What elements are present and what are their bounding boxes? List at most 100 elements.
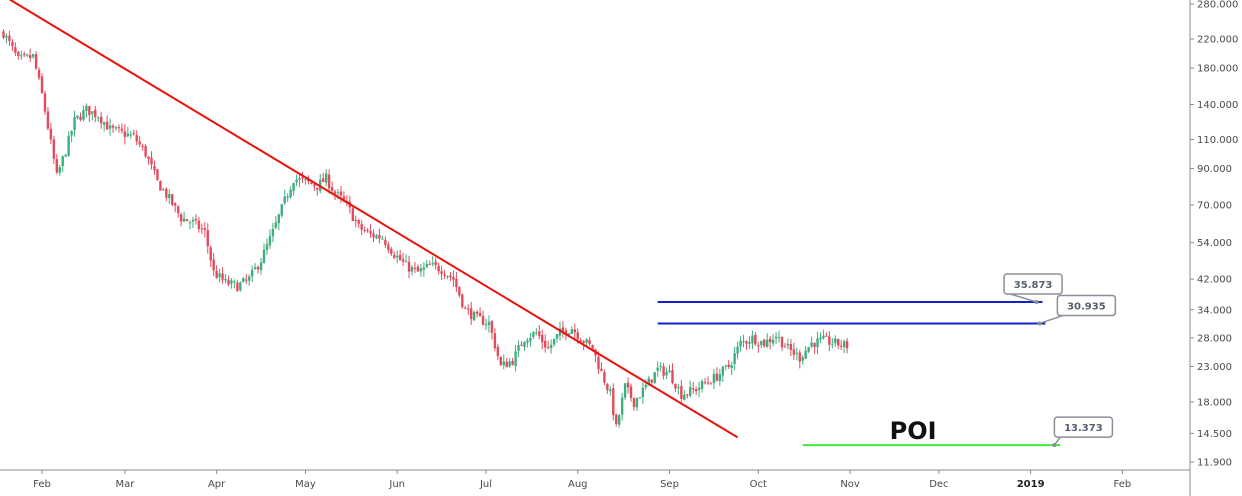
x-tick-label: Aug [568,479,588,490]
candle-body [390,248,393,254]
candle-body [165,188,168,198]
candle-body [615,414,618,425]
candle-body [780,336,784,348]
candle-body [73,117,76,131]
candle-body [523,341,526,347]
candle-body [224,278,227,281]
candle-body [455,278,458,288]
candle-body [176,206,180,214]
candle-body [837,338,840,346]
candle-body [58,167,61,173]
candle-body [505,361,508,368]
level-callout[interactable]: 30.935 [1037,294,1117,326]
candle-body [638,397,642,399]
candle-body [567,333,571,336]
candle-body [410,266,414,272]
candle-body [295,179,298,183]
callout-box [1003,273,1063,295]
candle-body [840,345,843,347]
candle-body [804,350,807,359]
candle-body [544,340,547,348]
candle-body [105,121,109,130]
candle-body [487,321,491,326]
candle-body [647,378,650,386]
candle-body [736,346,739,354]
candle-body [481,315,485,325]
candle-body [422,267,426,270]
candle-body [324,173,328,183]
candle-body [538,331,541,337]
candle-body [668,370,671,373]
candle-body [271,229,275,237]
candle-body [635,398,639,408]
level-callout[interactable]: 35.873 [1003,273,1063,304]
candle-body [310,182,313,184]
candle-body [810,342,813,347]
candle-body [760,340,763,346]
candle-body [464,307,467,309]
candle-body [831,343,834,345]
candle-body [162,189,165,191]
candle-body [659,365,662,368]
candle-body [419,268,423,272]
candle-body [336,192,340,194]
candle-body [221,273,224,280]
candle-body [2,31,5,38]
candle-body [209,247,212,261]
candle-body [37,69,41,78]
callout-label: 30.935 [1067,301,1106,312]
level-callout[interactable]: 13.373 [1052,416,1114,448]
candle-body [754,334,757,345]
candle-body [366,230,369,232]
candle-body [440,271,443,274]
candle-body [70,131,73,136]
candle-body [206,230,209,247]
candle-body [236,282,239,292]
candle-body [674,383,677,389]
candle-body [768,338,772,343]
candle-body [416,266,420,272]
candle-body [529,337,532,342]
candle-body [499,357,502,365]
candle-body [632,397,636,408]
candle-body [703,382,707,384]
candle-body [413,267,417,269]
candle-body [197,220,201,230]
candle-body [502,361,505,366]
candle-body [623,383,627,398]
downtrend-line[interactable] [1,0,739,439]
candle-body [588,340,591,344]
candle-body [20,55,23,57]
candle-body [771,339,775,344]
candle-body [227,279,230,285]
candle-body [239,282,242,291]
candle-body [683,394,686,400]
candle-body [153,165,156,171]
candle-body [132,133,135,135]
candle-body [644,385,648,388]
candle-body [739,340,742,347]
candle-body [467,308,470,310]
candle-body [697,387,701,390]
candle-body [14,47,17,53]
candle-body [425,264,428,267]
candle-body [715,373,719,381]
candle-body [11,41,14,46]
candle-body [384,239,387,246]
x-tick-label: Sep [660,479,679,490]
candle-body [671,370,674,383]
callout-box [1056,294,1117,317]
candle-body [603,372,606,383]
candle-body [34,54,38,69]
candle-body [52,139,56,159]
candle-body [662,366,665,376]
candle-body [626,382,630,388]
candle-body [727,364,730,367]
y-tick-label: 280.000 [1197,0,1238,11]
candle-body [135,135,138,142]
y-tick-label: 42.000 [1197,275,1232,286]
candle-body [401,259,405,262]
candle-body [446,275,449,277]
